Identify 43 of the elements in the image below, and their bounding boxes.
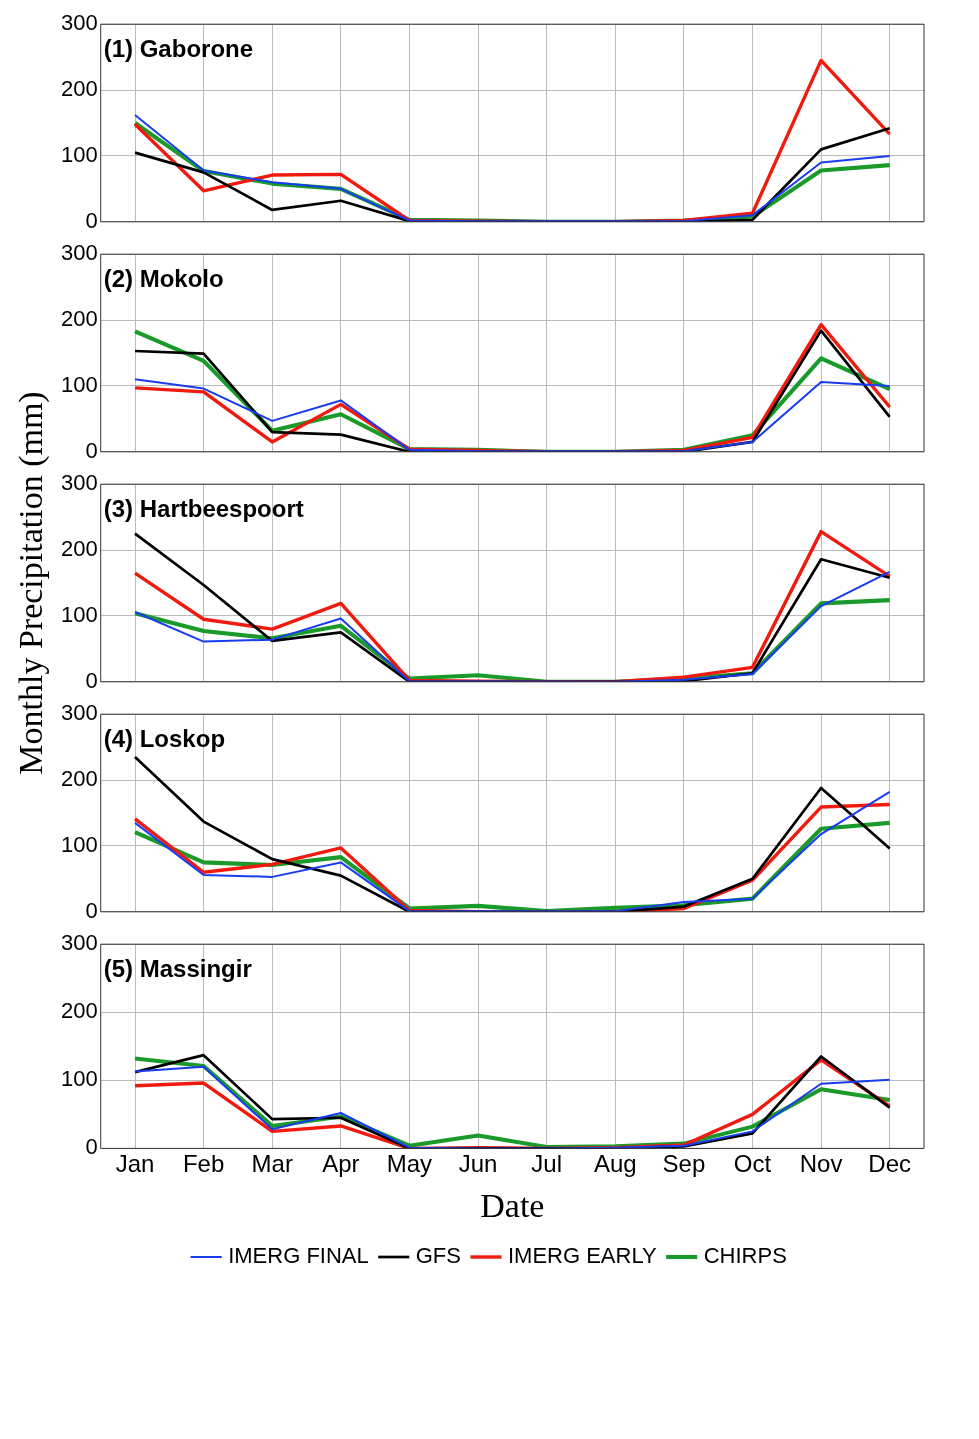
x-tick-label: Aug [593,1150,637,1178]
y-tick-label: 300 [60,930,98,956]
y-tick-label: 200 [60,766,98,792]
y-tick-label: 0 [85,437,98,463]
legend-label: IMERG FINAL [228,1243,369,1269]
y-tick-label: 100 [60,142,98,167]
y-tick-label: 0 [85,897,98,923]
y-tick-label: 300 [60,700,98,726]
y-tick-label: 200 [60,76,98,102]
x-axis-title: Date [480,1186,545,1224]
x-tick-label: Mar [251,1150,293,1178]
y-tick-label: 100 [60,832,98,857]
y-tick-label: 0 [85,1134,98,1160]
x-tick-label: Jul [531,1150,562,1178]
chart-title: (1) Gaborone [103,34,254,62]
x-tick-label: Apr [322,1150,360,1178]
y-axis-title: Monthly Precipitation (mm) [12,391,50,775]
y-tick-label: 200 [60,536,98,562]
y-tick-label: 300 [60,470,98,496]
x-tick-label: Jan [115,1150,155,1178]
y-tick-label: 100 [60,372,98,397]
y-tick-label: 200 [60,998,98,1024]
x-tick-label: Sep [662,1150,706,1178]
chart-title: (5) Massingir [103,954,252,982]
x-tick-label: Feb [182,1150,225,1178]
x-tick-label: Oct [733,1150,772,1178]
chart-title: (2) Mokolo [103,264,224,292]
legend-label: GFS [415,1243,461,1269]
x-tick-label: May [386,1150,433,1178]
x-tick-label: Jun [458,1150,498,1178]
legend-label: IMERG EARLY [507,1243,658,1269]
chart-title: (4) Loskop [103,724,226,752]
y-tick-label: 300 [60,240,98,266]
legend-label: CHIRPS [703,1243,787,1269]
y-tick-label: 0 [85,667,98,693]
x-tick-label: Dec [868,1150,912,1178]
y-tick-label: 100 [60,602,98,627]
chart-title: (3) Hartbeespoort [103,494,304,522]
x-tick-label: Nov [799,1150,843,1178]
y-tick-label: 100 [60,1066,98,1092]
y-tick-label: 200 [60,306,98,332]
y-tick-label: 300 [60,10,98,36]
y-tick-label: 0 [85,207,98,233]
